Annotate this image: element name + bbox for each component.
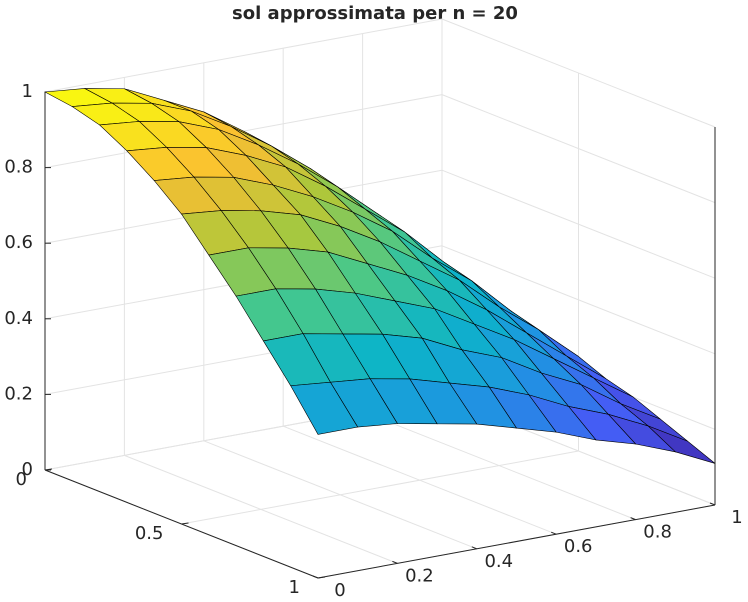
z-tick-label: 0 [22, 459, 33, 480]
z-tick-label: 0.6 [4, 232, 33, 253]
x-tick-label: 0.4 [484, 551, 513, 572]
tick-mark [317, 576, 326, 579]
axis-line [317, 504, 716, 579]
y-tick-label: 0 [16, 469, 27, 490]
tick-mark [392, 560, 398, 564]
tick-mark [630, 517, 636, 521]
grid-line [44, 18, 443, 93]
tick-mark [471, 546, 477, 550]
z-tick-label: 1 [22, 81, 33, 102]
z-tick-label: 0.4 [4, 308, 33, 329]
x-tick-label: 0 [334, 580, 345, 601]
x-tick-label: 0.2 [405, 565, 434, 586]
y-tick-label: 1 [289, 577, 300, 598]
chart-title: sol approssimata per n = 20 [232, 3, 518, 24]
y-tick-label: 0.5 [135, 523, 164, 544]
tick-mark [44, 468, 53, 471]
x-tick-label: 1 [731, 507, 742, 528]
grid-line [181, 450, 579, 525]
tick-mark [709, 502, 716, 506]
surface-face [290, 381, 359, 435]
tick-mark [181, 522, 189, 525]
tick-mark [312, 575, 319, 579]
z-tick-label: 0.8 [4, 157, 33, 178]
z-tick-label: 0.2 [4, 383, 33, 404]
x-tick-label: 0.8 [643, 522, 672, 543]
x-tick-label: 0.6 [564, 536, 593, 557]
tick-mark [551, 531, 557, 535]
